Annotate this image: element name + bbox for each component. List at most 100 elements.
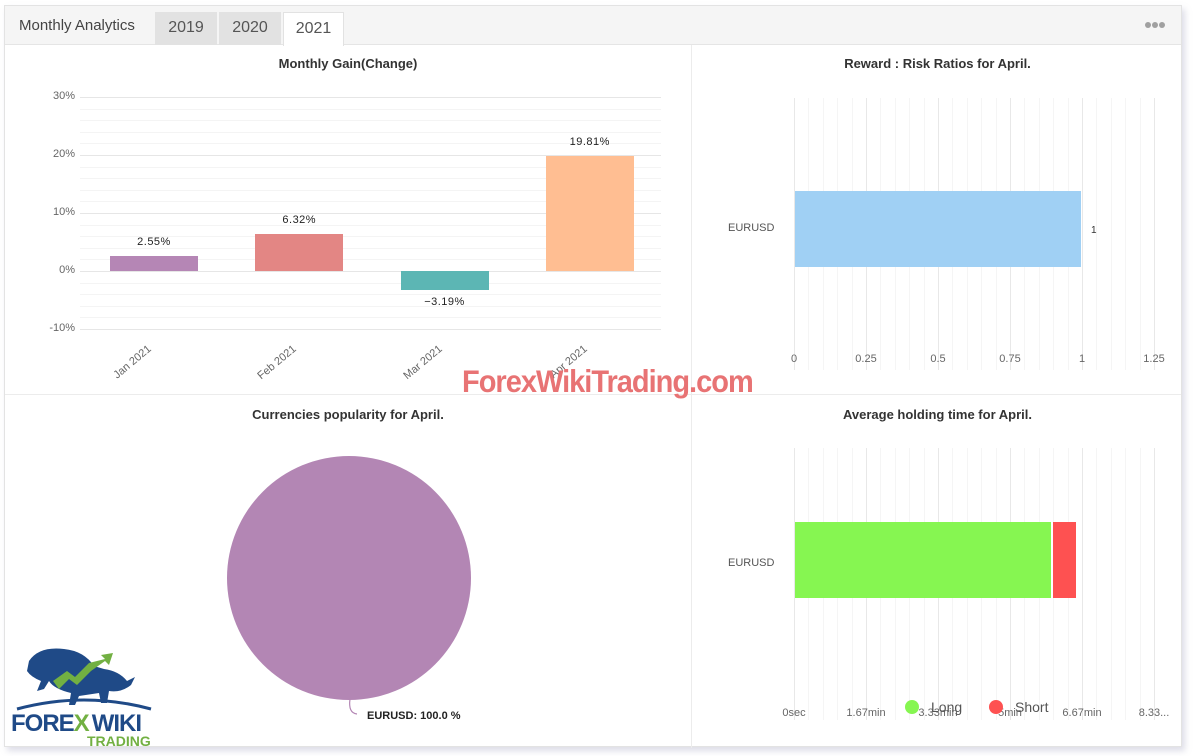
- gridline: [80, 248, 661, 249]
- legend-label: Short: [1015, 699, 1049, 715]
- gridline: [80, 317, 661, 318]
- monthly-gain-chart: Monthly Gain(Change) 30% 20% 10% 0% -10% 2.55…: [5, 45, 691, 394]
- bull-bear-icon: [16, 648, 152, 711]
- bar-eurusd[interactable]: [795, 191, 1082, 267]
- gridline: [80, 143, 661, 144]
- bar-feb-2021[interactable]: [255, 234, 344, 271]
- gridline: [80, 155, 661, 156]
- tab-2020[interactable]: 2020: [219, 12, 281, 45]
- x-tick-label: 0: [790, 353, 798, 365]
- watermark: ForexWikiTrading.com: [462, 364, 754, 400]
- gridline: [1154, 448, 1155, 720]
- x-tick-label: 0sec: [782, 707, 806, 719]
- chart-title: Average holding time for April.: [842, 407, 1032, 422]
- bar-jan-2021[interactable]: [110, 256, 198, 271]
- x-tick-label: 5min: [998, 707, 1022, 719]
- pie-data-label: EURUSD: 100.0 %: [367, 710, 461, 722]
- holding-time-chart: Average holding time for April. 0sec 1.67…: [692, 395, 1183, 748]
- gridline: [1082, 98, 1083, 370]
- data-label: 19.81%: [569, 136, 610, 149]
- gridline: [1096, 98, 1098, 370]
- gridline: [80, 167, 661, 168]
- gridline: [80, 306, 661, 307]
- pie-plot: [227, 456, 471, 715]
- card-title: Monthly Analytics: [19, 17, 135, 34]
- forex-wiki-logo: FOREX WIKI TRADING: [9, 641, 159, 749]
- logo-text-forex: FORE: [11, 710, 75, 737]
- gridline: [80, 201, 661, 202]
- gridline: [80, 132, 661, 133]
- y-tick-label: 0%: [59, 264, 75, 276]
- card-header: Monthly Analytics 2019 2020 2021: [5, 6, 1181, 46]
- gridline: [80, 283, 661, 284]
- chart-title: Currencies popularity for April.: [252, 407, 444, 422]
- gridline: [80, 236, 661, 237]
- gridline: [1096, 448, 1098, 720]
- pie-connector: [349, 698, 358, 715]
- legend-label: Long: [931, 699, 963, 715]
- x-tick-label: 0.5: [930, 353, 946, 365]
- bar-apr-2021[interactable]: [545, 156, 634, 271]
- data-label: 1: [1090, 225, 1098, 236]
- gridline: [794, 98, 795, 370]
- x-tick-label: Feb 2021: [255, 343, 299, 383]
- y-tick-label: 20%: [52, 148, 75, 160]
- gridline: [1139, 448, 1141, 720]
- gridline: [80, 294, 661, 295]
- currencies-popularity-chart: Currencies popularity for April. EURUSD:…: [5, 395, 691, 748]
- y-tick-label: 10%: [52, 206, 75, 218]
- bar-short-eurusd[interactable]: [1052, 522, 1078, 598]
- gridline: [80, 120, 661, 121]
- gridline: [80, 213, 661, 214]
- legend-short[interactable]: Short: [989, 699, 1048, 715]
- chart-title: Monthly Gain(Change): [278, 56, 418, 71]
- gridline: [794, 448, 795, 720]
- gridline: [1139, 98, 1141, 370]
- tab-2021[interactable]: 2021: [283, 12, 344, 46]
- gridline: [80, 190, 661, 191]
- gridline: [1110, 448, 1112, 720]
- pie-slice-eurusd[interactable]: [227, 456, 471, 700]
- logo-text-x: X: [73, 710, 90, 737]
- gridline: [1110, 98, 1112, 370]
- x-tick-label: 1.25: [1143, 353, 1165, 365]
- x-tick-label: Jan 2021: [111, 343, 154, 382]
- gridline: [80, 329, 661, 330]
- x-tick-label: 1.67min: [846, 707, 886, 719]
- reward-risk-chart: Reward : Risk Ratios for April. 0 0.25 0.5…: [692, 45, 1183, 394]
- data-label: −3.19%: [424, 295, 465, 308]
- x-tick-label: 0.75: [999, 353, 1021, 365]
- x-tick-label: 1: [1078, 353, 1086, 365]
- gridline: [80, 109, 661, 110]
- x-tick-label: 0.25: [855, 353, 877, 365]
- gridline: [80, 178, 661, 179]
- x-tick-label: Mar 2021: [400, 343, 445, 383]
- logo-text-wiki: WIKI: [91, 710, 142, 737]
- gridline: [80, 259, 661, 260]
- more-options-icon[interactable]: [1145, 16, 1165, 34]
- x-tick-label: 6.67min: [1062, 707, 1102, 719]
- x-tick-label: 8.33...: [1138, 707, 1170, 719]
- y-tick-label: 30%: [52, 90, 75, 102]
- y-tick-label: -10%: [49, 322, 75, 334]
- legend-short-dot-icon: [989, 700, 1003, 714]
- data-label: 6.32%: [282, 214, 317, 227]
- gridline: [1154, 98, 1155, 370]
- gridline: [1082, 448, 1083, 720]
- tab-2019[interactable]: 2019: [155, 12, 217, 45]
- bar-long-eurusd[interactable]: [795, 522, 1052, 598]
- gridline: [80, 225, 661, 226]
- legend-long[interactable]: Long: [905, 699, 962, 715]
- gridline: [80, 271, 661, 272]
- y-category-label: EURUSD: [728, 557, 775, 569]
- horizontal-divider: [5, 394, 1181, 395]
- gridline: [80, 97, 661, 98]
- bar-mar-2021[interactable]: [400, 271, 489, 290]
- chart-title: Reward : Risk Ratios for April.: [844, 56, 1031, 71]
- gridline: [1125, 98, 1127, 370]
- y-category-label: EURUSD: [728, 222, 775, 234]
- logo-text-trading: TRADING: [87, 733, 151, 749]
- vertical-divider: [691, 45, 692, 748]
- x-tick-label: 3.33min: [918, 707, 958, 719]
- analytics-card: Monthly Analytics 2019 2020 2021 Monthly…: [4, 5, 1183, 749]
